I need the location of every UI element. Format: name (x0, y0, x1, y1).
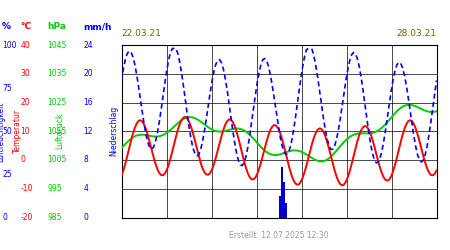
Text: 20: 20 (83, 69, 93, 78)
Text: 100: 100 (2, 40, 17, 50)
Text: °C: °C (20, 22, 32, 31)
Text: mm/h: mm/h (83, 22, 112, 31)
Text: 28.03.21: 28.03.21 (396, 28, 436, 38)
Text: 25: 25 (2, 170, 12, 179)
Text: 4: 4 (83, 184, 88, 193)
Bar (279, 196, 281, 218)
Text: Erstellt: 12.07.2025 12:30: Erstellt: 12.07.2025 12:30 (229, 231, 329, 240)
Text: 1015: 1015 (47, 127, 67, 136)
Bar (285, 203, 287, 218)
Text: Luftfeuchtigkeit: Luftfeuchtigkeit (0, 101, 5, 162)
Text: 1045: 1045 (47, 40, 67, 50)
Text: 22.03.21: 22.03.21 (122, 28, 162, 38)
Text: 0: 0 (2, 213, 7, 222)
Text: Luftdruck: Luftdruck (55, 113, 64, 150)
Text: Niederschlag: Niederschlag (109, 106, 118, 156)
Text: 40: 40 (20, 40, 30, 50)
Text: Temperatur: Temperatur (13, 109, 22, 153)
Text: 0: 0 (20, 156, 25, 164)
Text: hPa: hPa (47, 22, 66, 31)
Text: 50: 50 (2, 127, 12, 136)
Text: 10: 10 (20, 127, 30, 136)
Text: 24: 24 (83, 40, 93, 50)
Text: 12: 12 (83, 127, 93, 136)
Text: 985: 985 (47, 213, 62, 222)
Text: 995: 995 (47, 184, 62, 193)
Text: 1025: 1025 (47, 98, 67, 107)
Bar (281, 167, 283, 218)
Text: 0: 0 (83, 213, 88, 222)
Text: 1005: 1005 (47, 156, 67, 164)
Text: 20: 20 (20, 98, 30, 107)
Text: 1035: 1035 (47, 69, 67, 78)
Text: -10: -10 (20, 184, 32, 193)
Bar (283, 182, 285, 218)
Text: 16: 16 (83, 98, 93, 107)
Text: 30: 30 (20, 69, 30, 78)
Text: %: % (2, 22, 11, 31)
Text: 8: 8 (83, 156, 88, 164)
Text: -20: -20 (20, 213, 32, 222)
Text: 75: 75 (2, 84, 12, 92)
